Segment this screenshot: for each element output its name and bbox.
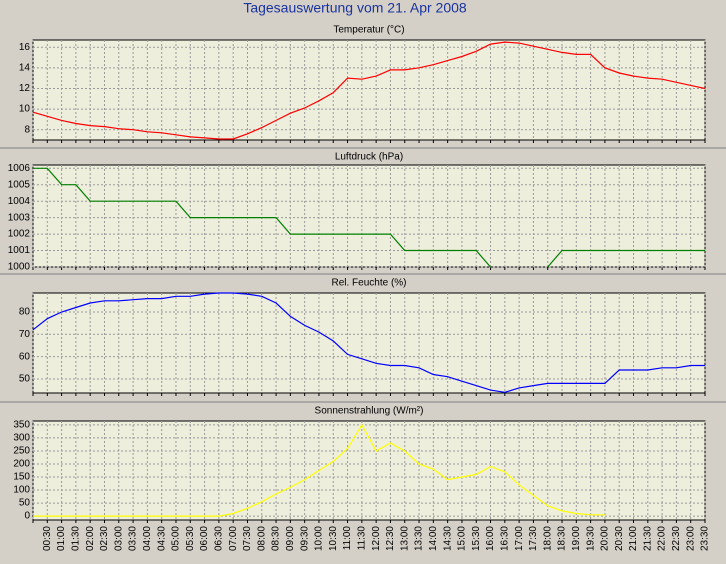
plot-area (32, 292, 706, 394)
plot-area (32, 39, 706, 141)
data-line (32, 41, 706, 140)
x-tick-label: 21:00 (628, 526, 639, 551)
x-tick-label: 14:30 (442, 526, 453, 551)
x-tick-label: 19:30 (585, 526, 596, 551)
x-tick-label: 00:30 (42, 526, 53, 551)
x-tick-label: 08:30 (271, 526, 282, 551)
x-tick-label: 11:00 (342, 526, 353, 551)
x-tick-label: 03:00 (113, 526, 124, 551)
x-tick-label: 09:30 (299, 526, 310, 551)
panel-title: Luftdruck (hPa) (335, 152, 403, 163)
x-tick-label: 13:00 (399, 526, 410, 551)
x-tick-label: 17:00 (514, 526, 525, 551)
x-tick-label: 07:30 (242, 526, 253, 551)
x-tick-label: 02:00 (85, 526, 96, 551)
x-tick-label: 09:00 (285, 526, 296, 551)
x-tick-label: 20:00 (600, 526, 611, 551)
x-tick-label: 10:00 (314, 526, 325, 551)
y-tick-label: 1004 (8, 196, 31, 207)
x-tick-label: 16:30 (499, 526, 510, 551)
y-tick-label: 70 (19, 329, 31, 340)
y-tick-label: 1002 (8, 229, 31, 240)
x-tick-label: 16:00 (485, 526, 496, 551)
x-tick-label: 04:00 (142, 526, 153, 551)
y-tick-label: 350 (13, 420, 30, 431)
x-tick-label: 14:00 (428, 526, 439, 551)
data-line (33, 423, 605, 517)
x-tick-label: 22:30 (671, 526, 682, 551)
x-tick-label: 18:00 (542, 526, 553, 551)
x-tick-label: 02:30 (99, 526, 110, 551)
y-tick-label: 300 (13, 433, 30, 444)
data-line (33, 167, 705, 268)
x-tick-label: 15:30 (471, 526, 482, 551)
x-tick-label: 07:00 (228, 526, 239, 551)
y-tick-label: 0 (24, 511, 30, 522)
y-tick-label: 16 (19, 42, 31, 53)
plot-area (32, 420, 706, 521)
x-tick-label: 19:00 (571, 526, 582, 551)
y-tick-label: 14 (19, 62, 31, 73)
x-tick-label: 03:30 (128, 526, 139, 551)
y-tick-label: 80 (19, 307, 31, 318)
y-tick-label: 1005 (8, 179, 31, 190)
y-tick-label: 1000 (8, 262, 31, 273)
y-tick-label: 250 (13, 446, 30, 457)
x-tick-label: 06:30 (214, 526, 225, 551)
x-tick-label: 10:30 (328, 526, 339, 551)
y-tick-label: 10 (19, 104, 31, 115)
y-tick-label: 1001 (8, 245, 31, 256)
y-tick-label: 8 (24, 124, 30, 135)
y-tick-label: 12 (19, 83, 31, 94)
page-title: Tagesauswertung vom 21. Apr 2008 (243, 0, 467, 16)
x-tick-label: 23:30 (700, 526, 711, 551)
panel-title: Temperatur (°C) (333, 25, 404, 36)
plot-area (32, 164, 706, 268)
x-tick-label: 12:30 (385, 526, 396, 551)
y-tick-label: 50 (19, 374, 31, 385)
x-tick-label: 22:00 (657, 526, 668, 551)
x-tick-label: 18:30 (557, 526, 568, 551)
x-tick-label: 12:00 (371, 526, 382, 551)
x-tick-label: 05:30 (185, 526, 196, 551)
y-tick-label: 150 (13, 472, 30, 483)
x-tick-label: 08:00 (256, 526, 267, 551)
y-tick-label: 1006 (8, 163, 31, 174)
x-tick-label: 06:00 (199, 526, 210, 551)
panel-title: Sonnenstrahlung (W/m²) (315, 406, 424, 417)
x-tick-label: 11:30 (356, 526, 367, 551)
x-tick-label: 17:30 (528, 526, 539, 551)
y-tick-label: 50 (19, 498, 31, 509)
panel-title: Rel. Feuchte (%) (331, 278, 406, 289)
x-tick-label: 15:00 (457, 526, 468, 551)
y-tick-label: 200 (13, 459, 30, 470)
x-tick-label: 01:30 (71, 526, 82, 551)
x-tick-label: 05:00 (171, 526, 182, 551)
y-tick-label: 100 (13, 485, 30, 496)
y-tick-label: 1003 (8, 212, 31, 223)
x-tick-label: 04:30 (156, 526, 167, 551)
x-tick-label: 21:30 (642, 526, 653, 551)
x-tick-label: 23:00 (685, 526, 696, 551)
y-tick-label: 60 (19, 351, 31, 362)
x-tick-label: 01:00 (56, 526, 67, 551)
x-tick-label: 20:30 (614, 526, 625, 551)
data-line (32, 292, 705, 393)
x-tick-label: 13:30 (414, 526, 425, 551)
